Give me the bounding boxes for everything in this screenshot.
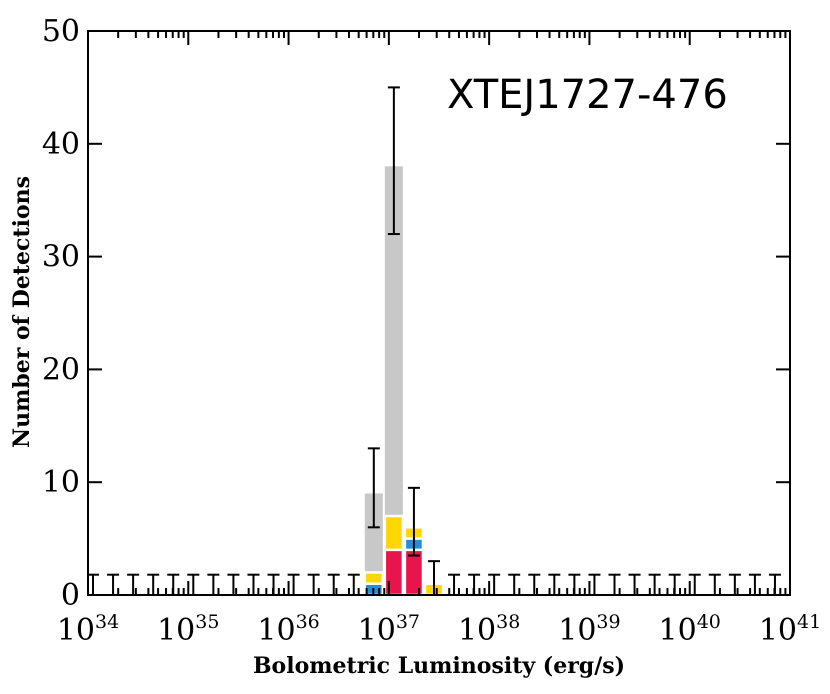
bar-red	[383, 548, 405, 597]
y-tick-label: 40	[42, 127, 80, 162]
y-tick-label: 30	[42, 240, 80, 275]
bars-layer	[363, 166, 445, 597]
y-tick-label: 0	[61, 578, 80, 613]
bar-total	[364, 493, 383, 595]
x-tick-label: 1034	[57, 611, 119, 648]
y-tick-label: 50	[42, 14, 80, 49]
x-tick-label: 1035	[157, 611, 219, 648]
bar-total	[384, 166, 403, 596]
x-tick-labels: 1034 1035 1036 1037 1038 1039 1040 1041	[57, 611, 821, 648]
plot-frame	[87, 30, 791, 596]
x-axis-title: Bolometric Luminosity (erg/s)	[253, 653, 625, 679]
x-tick-label: 1038	[458, 611, 520, 648]
x-tick-label: 1036	[257, 611, 319, 648]
y-tick-label: 10	[42, 465, 80, 500]
y-tick-labels: 0 10 20 30 40 50	[42, 14, 80, 613]
bar-red	[403, 548, 425, 597]
x-tick-label: 1040	[659, 611, 721, 648]
x-tick-label: 1037	[358, 611, 420, 648]
y-tick-label: 20	[42, 352, 80, 387]
chart-title: XTEJ1727-476	[447, 72, 728, 118]
error-bars-layer	[87, 86, 781, 595]
y-axis-title: Number of Detections	[9, 176, 35, 448]
x-tick-label: 1041	[759, 611, 821, 648]
x-tick-label: 1039	[558, 611, 620, 648]
